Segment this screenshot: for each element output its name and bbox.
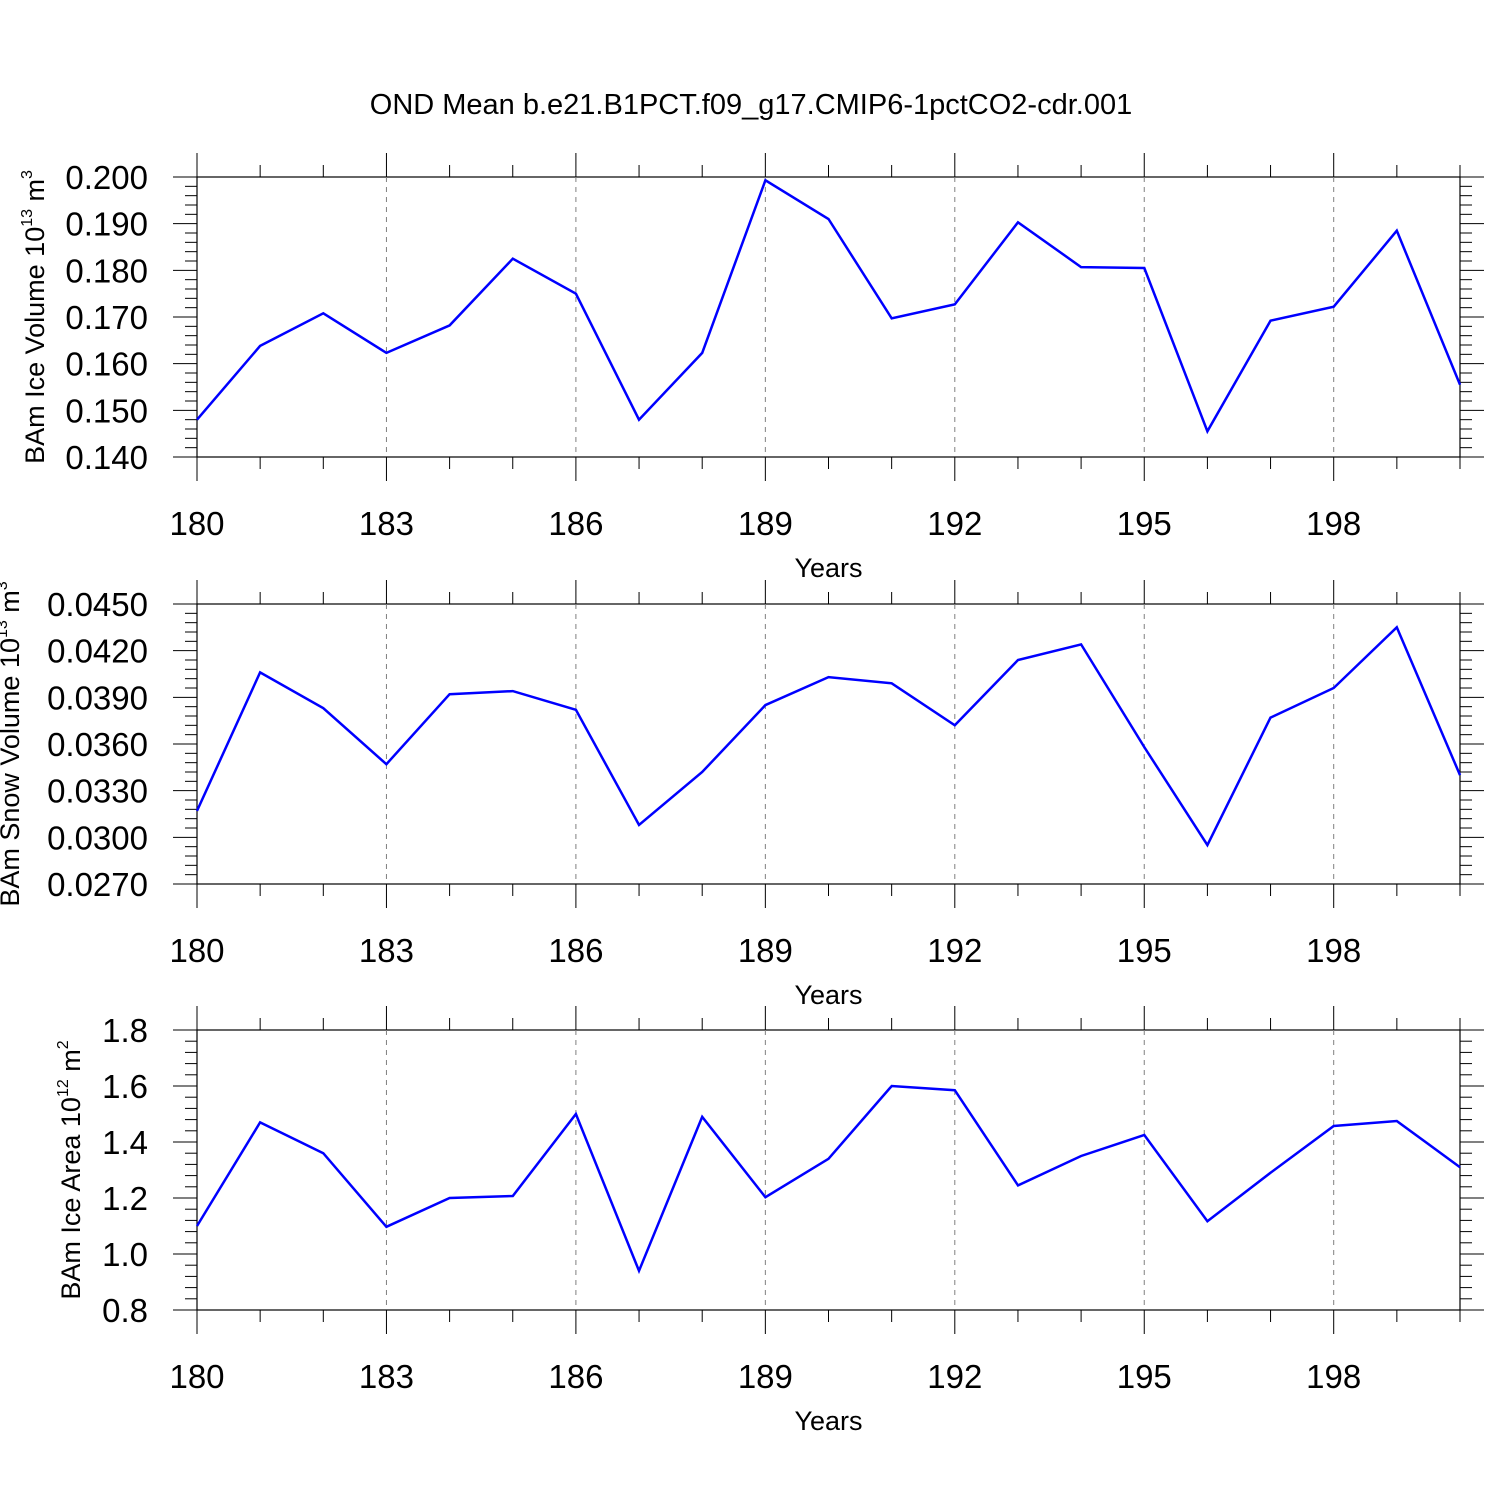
x-tick-label: 183 bbox=[359, 932, 414, 969]
y-tick-label: 0.0450 bbox=[47, 586, 148, 623]
y-axis-label-unit-exponent: 3 bbox=[19, 170, 36, 179]
y-tick-label: 0.0330 bbox=[47, 773, 148, 810]
y-axis-label-unit: m bbox=[20, 179, 50, 209]
y-tick-label: 1.0 bbox=[102, 1236, 148, 1273]
y-tick-label: 0.0360 bbox=[47, 726, 148, 763]
y-axis-label: BAm Snow Volume 1013 m3 bbox=[0, 581, 25, 906]
y-axis-label-exponent: 13 bbox=[19, 209, 36, 227]
x-tick-label: 189 bbox=[738, 932, 793, 969]
y-tick-label: 0.0270 bbox=[47, 866, 148, 903]
y-tick-label: 1.4 bbox=[102, 1124, 148, 1161]
y-axis-label: BAm Ice Area 1012 m2 bbox=[55, 1040, 86, 1299]
x-tick-label: 195 bbox=[1117, 505, 1172, 542]
y-axis-label-unit: m bbox=[0, 590, 25, 620]
panel-3: 180 183 186 189 192 195 198 0.8 1.0 1.2 1.4 1.6 1.8 Y… bbox=[55, 1006, 1484, 1436]
y-axis-label-unit: m bbox=[56, 1049, 86, 1079]
y-tick-label: 0.140 bbox=[65, 439, 148, 476]
y-tick-label: 0.0420 bbox=[47, 633, 148, 670]
y-axis-label-exponent: 12 bbox=[55, 1079, 72, 1097]
chart-title: OND Mean b.e21.B1PCT.f09_g17.CMIP6-1pctC… bbox=[370, 89, 1132, 121]
panel-2: 180 183 186 189 192 195 198 0.0270 0.0300 0.0330 0… bbox=[0, 580, 1484, 1010]
x-axis-label: Years bbox=[794, 980, 862, 1010]
y-tick-label: 0.180 bbox=[65, 252, 148, 289]
series-line bbox=[196, 178, 1462, 435]
chart-panels: 180 183 186 189 192 195 198 0.140 0.150 0.160 0.17… bbox=[0, 153, 1484, 1436]
x-tick-label: 195 bbox=[1117, 1358, 1172, 1395]
x-axis-label: Years bbox=[794, 553, 862, 583]
y-tick-label: 1.6 bbox=[102, 1068, 148, 1105]
y-tick-label: 0.8 bbox=[102, 1292, 148, 1329]
panel-1: 180 183 186 189 192 195 198 0.140 0.150 0.160 0.17… bbox=[19, 153, 1484, 583]
y-axis-label-text: BAm Ice Area 10 bbox=[56, 1097, 86, 1300]
y-tick-label: 0.200 bbox=[65, 159, 148, 196]
y-axis-label-text: BAm Snow Volume 10 bbox=[0, 638, 25, 907]
x-tick-label: 186 bbox=[548, 1358, 603, 1395]
y-tick-label: 1.8 bbox=[102, 1012, 148, 1049]
x-tick-label: 186 bbox=[548, 932, 603, 969]
y-tick-label: 0.190 bbox=[65, 206, 148, 243]
x-tick-label: 180 bbox=[169, 505, 224, 542]
x-tick-label: 180 bbox=[169, 932, 224, 969]
x-tick-label: 198 bbox=[1306, 1358, 1361, 1395]
x-tick-label: 180 bbox=[169, 1358, 224, 1395]
y-tick-label: 0.0390 bbox=[47, 679, 148, 716]
x-tick-label: 192 bbox=[927, 505, 982, 542]
y-axis-label: BAm Ice Volume 1013 m3 bbox=[19, 170, 50, 464]
y-axis-label-unit-exponent: 2 bbox=[55, 1040, 72, 1049]
x-tick-label: 186 bbox=[548, 505, 603, 542]
series-line bbox=[195, 625, 1462, 848]
y-tick-label: 0.170 bbox=[65, 299, 148, 336]
x-tick-label: 189 bbox=[738, 1358, 793, 1395]
x-axis-label: Years bbox=[794, 1406, 862, 1436]
x-tick-label: 198 bbox=[1306, 505, 1361, 542]
x-tick-label: 183 bbox=[359, 505, 414, 542]
x-tick-label: 192 bbox=[927, 932, 982, 969]
y-axis-label-unit-exponent: 3 bbox=[0, 581, 11, 590]
y-axis-label-exponent: 13 bbox=[0, 620, 11, 638]
x-tick-label: 183 bbox=[359, 1358, 414, 1395]
y-tick-label: 0.160 bbox=[65, 346, 148, 383]
series-line bbox=[195, 1084, 1461, 1275]
x-tick-label: 192 bbox=[927, 1358, 982, 1395]
y-axis-label-text: BAm Ice Volume 10 bbox=[20, 227, 50, 464]
y-tick-label: 0.0300 bbox=[47, 819, 148, 856]
y-tick-label: 0.150 bbox=[65, 392, 148, 429]
x-tick-label: 198 bbox=[1306, 932, 1361, 969]
x-tick-label: 195 bbox=[1117, 932, 1172, 969]
x-tick-label: 189 bbox=[738, 505, 793, 542]
y-tick-label: 1.2 bbox=[102, 1180, 148, 1217]
